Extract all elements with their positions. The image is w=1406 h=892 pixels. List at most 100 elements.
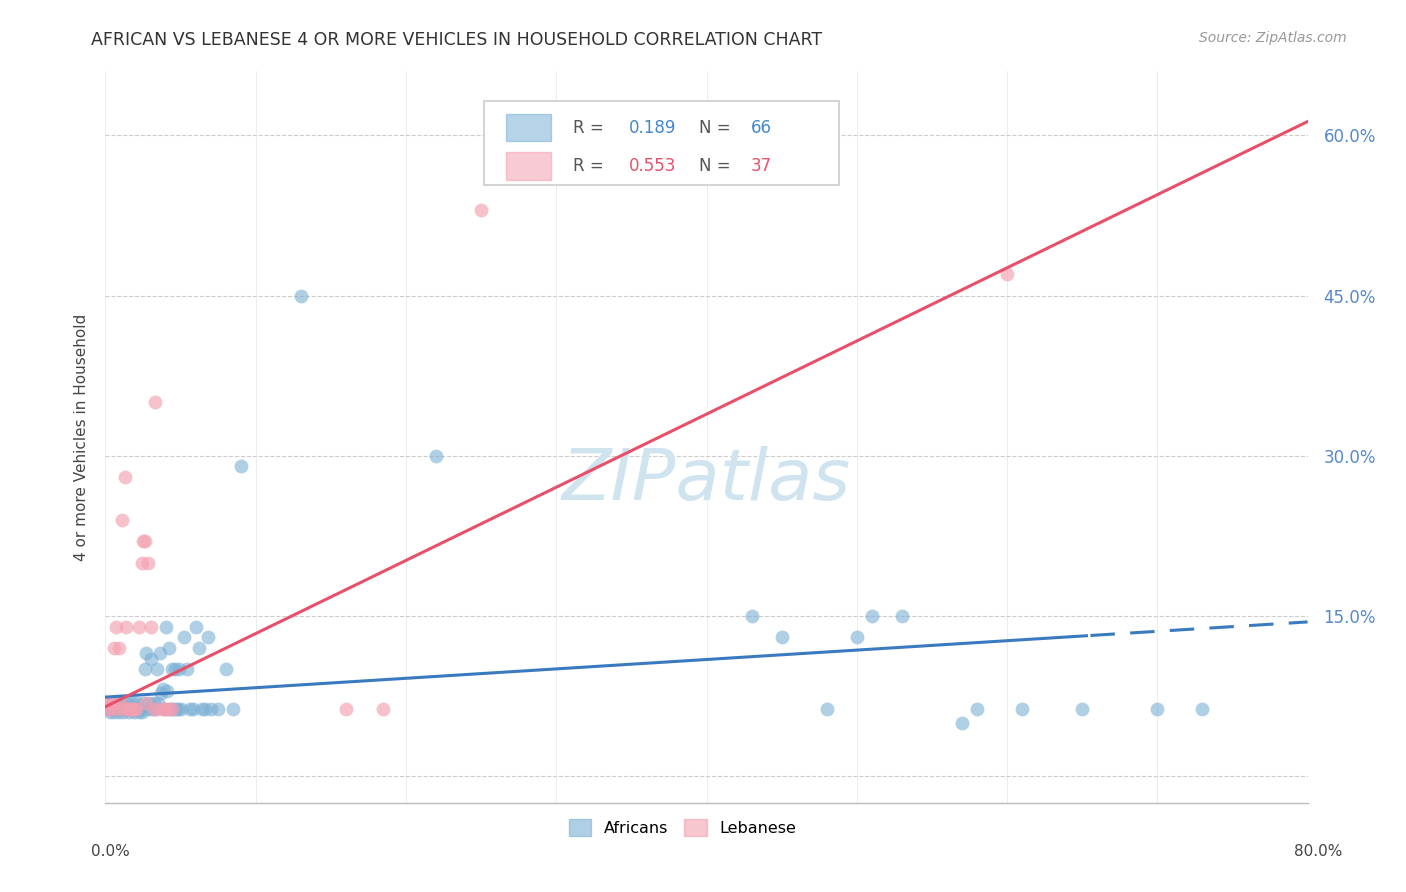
Text: AFRICAN VS LEBANESE 4 OR MORE VEHICLES IN HOUSEHOLD CORRELATION CHART: AFRICAN VS LEBANESE 4 OR MORE VEHICLES I… xyxy=(91,31,823,49)
Point xyxy=(179,702,201,716)
Point xyxy=(128,705,150,719)
Point xyxy=(100,702,122,716)
Point xyxy=(103,640,125,655)
Point xyxy=(1011,702,1033,716)
Point xyxy=(1191,702,1213,716)
Point xyxy=(111,702,134,716)
Point xyxy=(160,662,183,676)
Y-axis label: 4 or more Vehicles in Household: 4 or more Vehicles in Household xyxy=(73,313,89,561)
Point xyxy=(110,697,132,711)
Point xyxy=(98,697,121,711)
Point xyxy=(184,619,207,633)
FancyBboxPatch shape xyxy=(484,101,839,185)
Point xyxy=(97,702,120,716)
Text: R =: R = xyxy=(574,119,609,136)
Point xyxy=(131,705,153,719)
Point xyxy=(165,702,187,716)
Point xyxy=(101,702,124,716)
Point xyxy=(229,459,252,474)
Point xyxy=(153,702,176,716)
Point xyxy=(197,630,219,644)
Point xyxy=(173,630,195,644)
Point xyxy=(470,203,492,218)
Text: Source: ZipAtlas.com: Source: ZipAtlas.com xyxy=(1199,31,1347,45)
Point xyxy=(98,705,121,719)
Point xyxy=(135,646,157,660)
Point xyxy=(181,702,204,716)
Point xyxy=(890,609,912,624)
Point xyxy=(134,534,156,549)
Point xyxy=(108,640,131,655)
Point xyxy=(1071,702,1094,716)
Point xyxy=(139,619,162,633)
Point xyxy=(114,697,136,711)
Point xyxy=(108,705,131,719)
Point xyxy=(111,513,134,527)
Point xyxy=(159,702,181,716)
Point xyxy=(845,630,868,644)
Point xyxy=(157,640,180,655)
Point xyxy=(950,715,973,730)
Point xyxy=(155,702,177,716)
Point xyxy=(157,702,180,716)
Text: 37: 37 xyxy=(751,157,772,175)
Point xyxy=(101,697,124,711)
Point xyxy=(187,640,209,655)
Point xyxy=(120,702,142,716)
FancyBboxPatch shape xyxy=(506,153,551,180)
Point xyxy=(143,702,166,716)
Text: 0.0%: 0.0% xyxy=(91,845,131,859)
Point xyxy=(200,702,222,716)
Point xyxy=(121,697,143,711)
Point xyxy=(1146,702,1168,716)
Point xyxy=(214,662,236,676)
Text: ZIPatlas: ZIPatlas xyxy=(562,447,851,516)
Point xyxy=(125,697,148,711)
Point xyxy=(290,288,312,302)
Point xyxy=(96,697,118,711)
Point xyxy=(135,697,157,711)
Point xyxy=(117,697,139,711)
Point xyxy=(124,702,146,716)
Point xyxy=(139,651,162,665)
Point xyxy=(162,702,184,716)
Point xyxy=(104,619,127,633)
Point xyxy=(176,662,198,676)
Point xyxy=(118,705,141,719)
Point xyxy=(155,619,177,633)
Point xyxy=(152,681,174,696)
Point xyxy=(131,556,153,570)
Point xyxy=(122,702,145,716)
Point xyxy=(132,697,155,711)
Point xyxy=(97,702,120,716)
Point xyxy=(115,619,138,633)
Point xyxy=(163,662,186,676)
Text: 0.189: 0.189 xyxy=(628,119,676,136)
Point xyxy=(96,697,118,711)
Point xyxy=(860,609,883,624)
FancyBboxPatch shape xyxy=(506,113,551,142)
Point xyxy=(104,697,127,711)
Point xyxy=(145,662,167,676)
Point xyxy=(146,697,169,711)
Text: 66: 66 xyxy=(751,119,772,136)
Point xyxy=(136,702,159,716)
Point xyxy=(122,705,145,719)
Point xyxy=(425,449,447,463)
Point xyxy=(160,702,183,716)
Point xyxy=(207,702,229,716)
Text: N =: N = xyxy=(699,157,737,175)
Text: N =: N = xyxy=(699,119,737,136)
Point xyxy=(995,267,1018,281)
Point xyxy=(115,702,138,716)
Point xyxy=(114,470,136,484)
Point xyxy=(136,556,159,570)
Point xyxy=(138,697,160,711)
Legend: Africans, Lebanese: Africans, Lebanese xyxy=(562,813,803,842)
Point xyxy=(121,702,143,716)
Point xyxy=(148,646,170,660)
Point xyxy=(373,702,395,716)
Point xyxy=(167,662,190,676)
Text: 0.553: 0.553 xyxy=(628,157,676,175)
Point xyxy=(112,705,135,719)
